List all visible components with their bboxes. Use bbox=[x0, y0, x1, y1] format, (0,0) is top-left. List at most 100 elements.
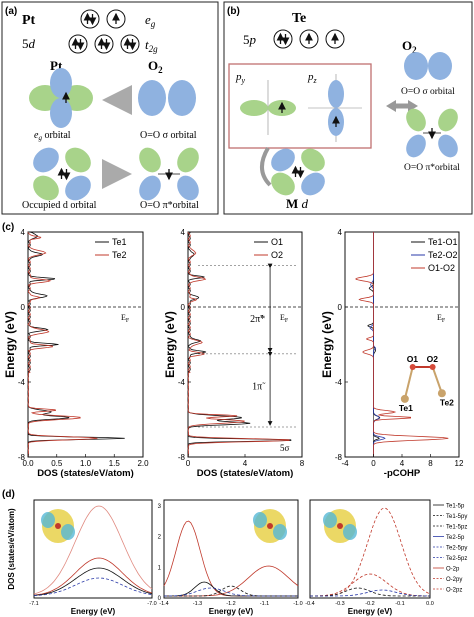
curved-arrow bbox=[260, 146, 272, 187]
eg-orbital-label: eg orbital bbox=[34, 130, 71, 142]
x-tick-label: 8 bbox=[300, 459, 305, 468]
x-axis-label: Energy (eV) bbox=[348, 607, 393, 616]
atom-label: Te1 bbox=[399, 403, 413, 413]
pdos-curve bbox=[33, 577, 153, 596]
atom-label: O1 bbox=[407, 354, 419, 364]
series-line-O1 bbox=[187, 231, 292, 457]
y-tick-label: 2 bbox=[158, 535, 162, 541]
x-tick-label: 0.0 bbox=[22, 459, 34, 468]
y-tick-label: -8 bbox=[18, 453, 26, 462]
y-tick-label: 0 bbox=[181, 303, 186, 312]
te-5p-circles bbox=[273, 29, 345, 49]
annotation-1pi: 1π̃ bbox=[252, 382, 266, 393]
x-tick-label: -0.4 bbox=[305, 601, 314, 607]
o2-title-b: O2 bbox=[402, 38, 417, 55]
pz-label: pz bbox=[307, 71, 318, 85]
sigma-orbital-drawing bbox=[138, 80, 196, 116]
series-line-Te2-O2 bbox=[369, 232, 386, 457]
y-tick-label: -8 bbox=[178, 453, 186, 462]
legend-label: Te1-5p bbox=[446, 504, 465, 510]
legend-label: Te2-5p bbox=[446, 535, 465, 541]
eg-label: eg bbox=[145, 12, 156, 29]
occupied-d-label: Occupied d orbital bbox=[22, 200, 97, 211]
bond-te-o bbox=[431, 366, 443, 394]
panel-a: (a) Pt eg 5d t2g Pt O2 eg orbital bbox=[1, 1, 219, 215]
eg-electron-circles bbox=[80, 9, 126, 29]
x-tick-label: -0.3 bbox=[335, 601, 344, 607]
x-tick-label: 0 bbox=[186, 459, 191, 468]
pdos-curve bbox=[164, 587, 298, 597]
fermi-label: EF bbox=[121, 313, 130, 324]
legend-label: Te2 bbox=[112, 250, 127, 260]
pdos-chart-3: -0.4 -0.3 -0.2 -0.1 0.0 Energy (eV) bbox=[305, 499, 434, 616]
eg-orbital-drawing bbox=[29, 68, 93, 128]
y-tick-label: 4 bbox=[181, 228, 186, 237]
charge-density-lobe bbox=[273, 524, 287, 540]
atom-label: O2 bbox=[427, 354, 439, 364]
y-tick-label: 0 bbox=[158, 596, 162, 602]
legend-label: O1-O2 bbox=[428, 263, 455, 273]
pdos-curve bbox=[33, 567, 153, 596]
chart-frame bbox=[187, 231, 303, 458]
y-tick-label: 0 bbox=[338, 303, 343, 312]
t2g-electron-circles bbox=[68, 34, 140, 54]
d5-label: 5d bbox=[22, 36, 36, 51]
pdos-chart-1: -7.1 -7.0 Energy (eV) bbox=[29, 499, 157, 616]
legend-label: O2 bbox=[271, 250, 283, 260]
x-tick-label: -1.0 bbox=[293, 601, 302, 607]
x-axis-label: Energy (eV) bbox=[71, 607, 116, 616]
x-tick-label: -1.1 bbox=[260, 601, 269, 607]
atom-Te2 bbox=[437, 389, 446, 398]
charge-density-lobe bbox=[343, 524, 357, 540]
panel-b-label: (b) bbox=[227, 6, 240, 17]
x-tick-label: 12 bbox=[455, 459, 464, 468]
x-axis-label: DOS (states/eV/atom) bbox=[37, 468, 134, 479]
legend-label: Te2-5py bbox=[446, 546, 467, 552]
y-tick-label: -4 bbox=[178, 378, 186, 387]
x-tick-label: -4 bbox=[341, 459, 349, 468]
charge-density-lobe bbox=[253, 512, 267, 528]
pdos-y-axis-label: DOS (states/eV/atom) bbox=[7, 508, 16, 590]
pdos-curve bbox=[309, 573, 431, 597]
x-tick-label: 4 bbox=[243, 459, 248, 468]
x-tick-label: 1.0 bbox=[80, 459, 92, 468]
panel-a-label: (a) bbox=[5, 6, 17, 17]
pdos-curve bbox=[310, 589, 430, 597]
panel-d-label: (d) bbox=[2, 489, 15, 500]
pdos-chart-2: -1.4 -1.3 -1.2 -1.1 -1.0 0 1 2 3 Energy (eV) bbox=[158, 499, 303, 616]
pi-orbital-drawing bbox=[139, 147, 199, 201]
x-tick-label: -0.1 bbox=[395, 601, 404, 607]
o2-sigma-drawing-b bbox=[404, 52, 452, 80]
x-tick-label: 8 bbox=[428, 459, 433, 468]
py-label: py bbox=[235, 71, 246, 85]
legend-label: Te2-O2 bbox=[428, 250, 458, 260]
series-line-Te2 bbox=[27, 232, 98, 457]
pdos-curve bbox=[33, 557, 153, 596]
x-tick-label: 2.0 bbox=[137, 459, 149, 468]
atom-marker bbox=[55, 523, 61, 529]
pdos-curve bbox=[33, 505, 153, 595]
charge-density-lobe bbox=[41, 512, 55, 528]
annotation-2pi-star: 2π̃* bbox=[250, 314, 265, 325]
atom-marker bbox=[337, 523, 343, 529]
y-axis-label: Energy (eV) bbox=[320, 311, 334, 378]
series-line-Te1 bbox=[27, 231, 125, 457]
pi-orbital-label: O=O π*orbital bbox=[140, 200, 199, 211]
chart-frame bbox=[27, 231, 144, 458]
m-d-orbital-drawing bbox=[271, 148, 325, 196]
m-d-label: M d bbox=[286, 196, 309, 211]
series-line-O1-O2 bbox=[355, 232, 449, 457]
sigma-orbital-label: O=O σ orbital bbox=[140, 130, 197, 141]
x-axis-label: Energy (eV) bbox=[209, 607, 254, 616]
atom-marker bbox=[267, 523, 273, 529]
pdos-curve bbox=[310, 587, 430, 597]
pdos-curve bbox=[164, 565, 299, 597]
x-tick-label: 1.5 bbox=[109, 459, 121, 468]
panel-c-label: (c) bbox=[2, 222, 14, 233]
p5-label: 5p bbox=[243, 32, 257, 47]
x-axis-label: DOS (states/eV/atom) bbox=[197, 468, 294, 479]
legend-label: Te1-5py bbox=[446, 514, 467, 520]
